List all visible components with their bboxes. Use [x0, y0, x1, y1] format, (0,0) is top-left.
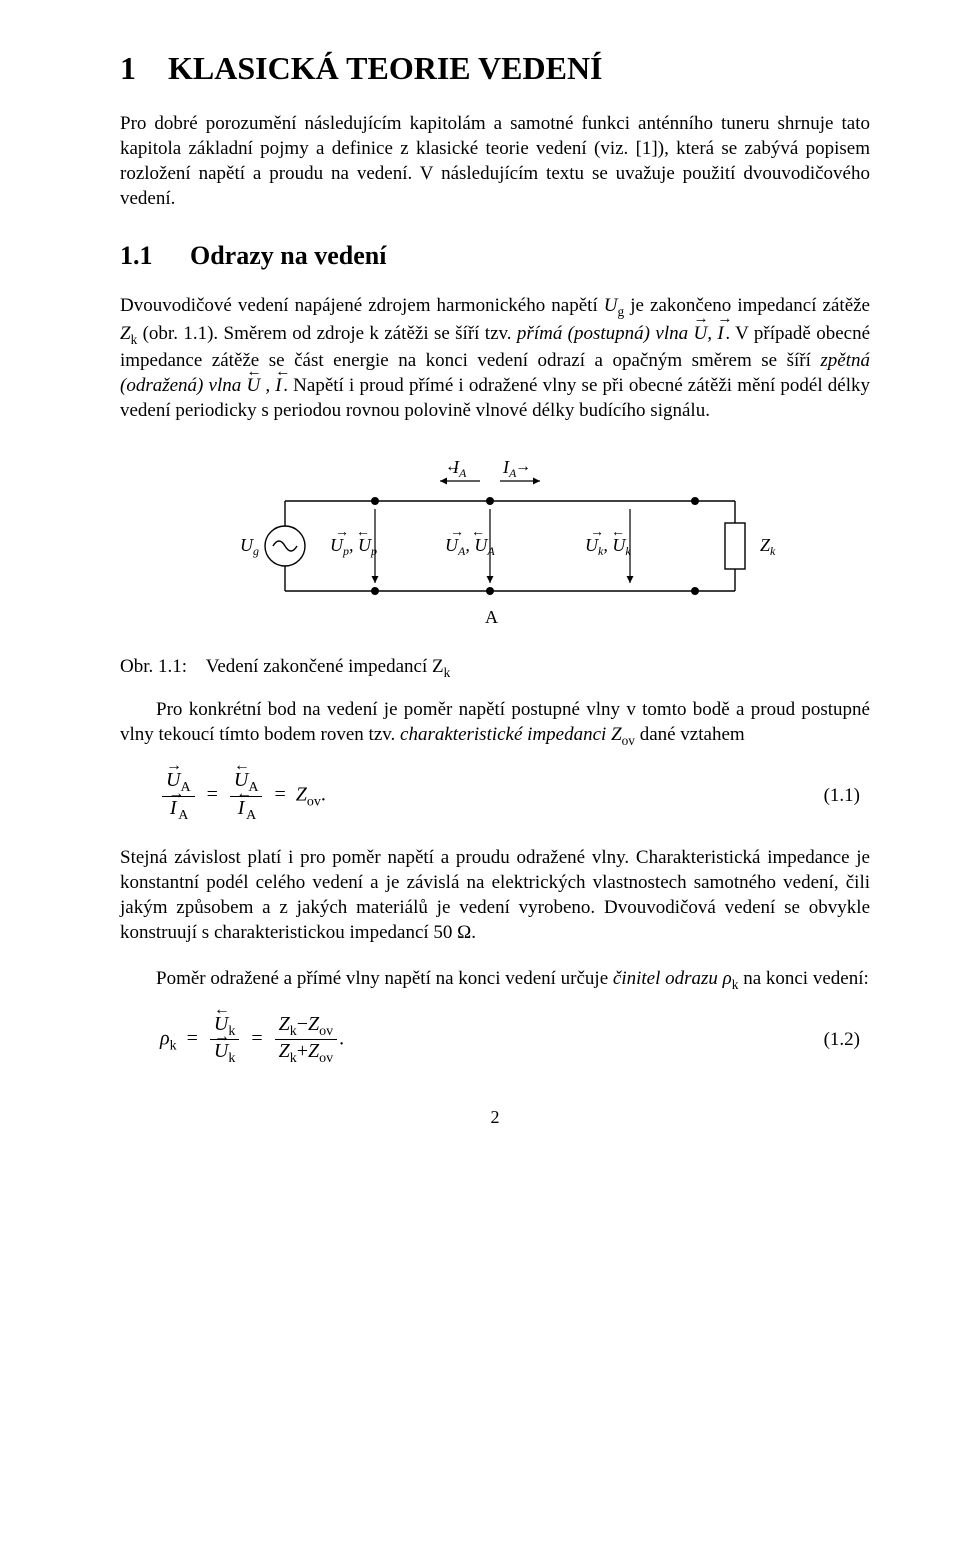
p4b: činitel odrazu ρ — [613, 968, 732, 989]
intro-paragraph: Pro dobré porozumění následujícím kapito… — [120, 111, 870, 211]
chapter-title: KLASICKÁ TEORIE VEDENÍ — [168, 50, 603, 86]
section-number: 1.1 — [120, 241, 190, 271]
figcap-text: Vedení zakončené impedancí Z — [206, 656, 444, 677]
p4c: na konci vedení: — [738, 968, 868, 989]
p2b: charakteristické impedanci Z — [400, 724, 622, 745]
eq1-body: UA IA = UA IA = Zov. — [160, 769, 824, 823]
p1c: (obr. 1.1). Směrem od zdroje k zátěži se… — [137, 323, 517, 344]
equation-1-1: UA IA = UA IA = Zov. (1.1) — [160, 769, 870, 823]
para-after-eq1: Stejná závislost platí i pro poměr napět… — [120, 845, 870, 945]
section-title: Odrazy na vedení — [190, 241, 386, 271]
p2bsub: ov — [622, 733, 635, 748]
eq2-number: (1.2) — [824, 1029, 870, 1051]
svg-text:Ug: Ug — [240, 535, 259, 558]
chapter-heading: 1 KLASICKÁ TEORIE VEDENÍ — [120, 50, 870, 87]
p1b: je zakončeno impedancí zátěže — [624, 295, 870, 316]
p1a: Dvouvodičové vedení napájené zdrojem har… — [120, 295, 604, 316]
figure-caption: Obr. 1.1: Vedení zakončené impedancí Zk — [120, 656, 870, 681]
svg-text:→: → — [515, 458, 531, 475]
chapter-number: 1 — [120, 50, 136, 86]
p2c: dané vztahem — [635, 724, 745, 745]
svg-text:UA, UA: UA, UA — [445, 535, 495, 558]
figure-1-1: Ug ← → IA IA → ← Up, Up → ← UA, UA → ← U… — [120, 451, 870, 646]
figcap-label: Obr. 1.1: — [120, 656, 187, 677]
page-number: 2 — [120, 1107, 870, 1128]
para-char-impedance: Pro konkrétní bod na vedení je poměr nap… — [120, 697, 870, 749]
eq2-body: ρk = Uk Uk = Zk−Zov Zk+Zov . — [160, 1013, 824, 1067]
circuit-svg: Ug ← → IA IA → ← Up, Up → ← UA, UA → ← U… — [175, 451, 815, 641]
svg-text:Up, Up: Up, Up — [330, 535, 377, 558]
para-reflection-coef: Poměr odražené a přímé vlny napětí na ko… — [120, 966, 870, 993]
section-p1: Dvouvodičové vedení napájené zdrojem har… — [120, 293, 870, 423]
equation-1-2: ρk = Uk Uk = Zk−Zov Zk+Zov . (1.2) — [160, 1013, 870, 1067]
p1d: přímá (postupná) vlna — [517, 323, 688, 344]
section-heading: 1.1 Odrazy na vedení — [120, 241, 870, 271]
figcap-sub: k — [444, 665, 451, 680]
svg-text:Zk: Zk — [760, 535, 776, 558]
page: 1 KLASICKÁ TEORIE VEDENÍ Pro dobré poroz… — [0, 0, 960, 1168]
svg-text:Uk, Uk: Uk, Uk — [585, 535, 631, 558]
eq1-number: (1.1) — [824, 785, 870, 807]
p4a: Poměr odražené a přímé vlny napětí na ko… — [156, 968, 613, 989]
svg-text:A: A — [485, 607, 498, 627]
